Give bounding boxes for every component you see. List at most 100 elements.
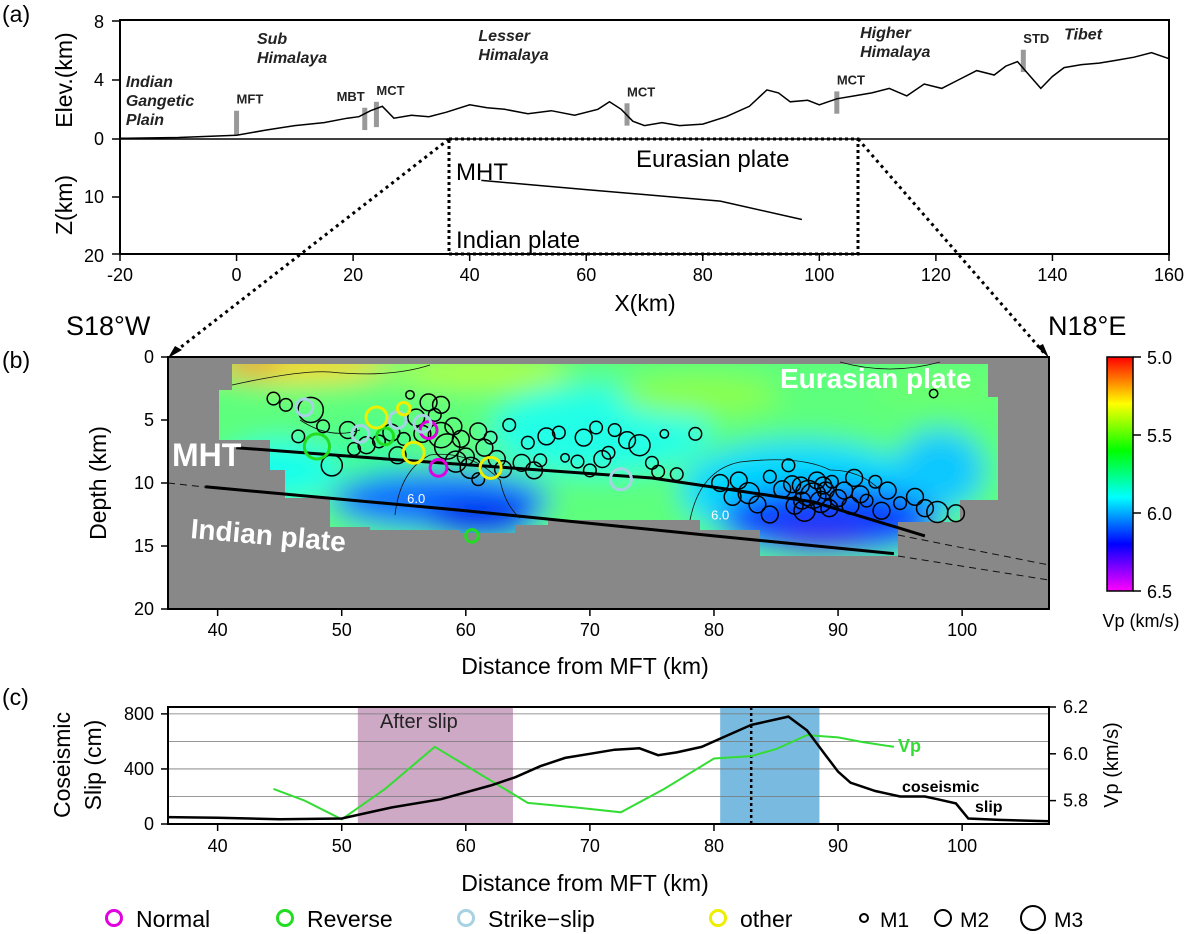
earthquake-marker <box>628 433 651 457</box>
x-axis-a: -20 0 20 40 60 80 100 120 140 160 <box>107 254 1184 285</box>
legend-other-marker <box>709 909 727 927</box>
earthquake-marker <box>451 429 470 449</box>
legend-normal-marker <box>105 909 123 927</box>
fault-label: MCT <box>627 84 655 99</box>
xtick-label-a: 160 <box>1154 265 1184 285</box>
xtick-label-a: 40 <box>460 265 480 285</box>
ytick-label-b: 15 <box>134 536 154 556</box>
colorbar-tick-label: 6.5 <box>1147 582 1172 602</box>
region-label: Higher <box>860 25 911 42</box>
focal-mechanism-marker <box>294 397 315 418</box>
fault-label: MCT <box>376 83 404 98</box>
earthquake-marker <box>582 463 597 478</box>
contour-label: 6.0 <box>407 491 425 506</box>
depth-axis-label-a: Z(km) <box>51 175 77 235</box>
colorbar-tick-label: 5.5 <box>1147 426 1172 446</box>
indian-plate-label-a: Indian plate <box>456 227 580 254</box>
mht-line <box>481 179 803 221</box>
panel-label-b: (b) <box>2 347 30 373</box>
xtick-label-c: 100 <box>947 836 977 856</box>
earthquake-marker <box>456 447 475 466</box>
earthquake-marker <box>433 433 461 460</box>
region-label: Himalaya <box>478 47 548 64</box>
y-axis-right-c: 5.8 6.0 6.2 <box>1049 697 1088 811</box>
x-axis-c: 40 50 60 70 80 90 100 <box>208 824 977 856</box>
fault-label: MCT <box>837 72 865 87</box>
depth-axis-label-b: Depth (km) <box>85 426 111 540</box>
slip-series-label-line2: slip <box>975 799 1003 816</box>
slip-axis-label-line1: Coseismic <box>49 712 75 818</box>
ytick-depth-10: 10 <box>84 187 104 207</box>
fault-marker <box>234 110 240 136</box>
region-label: Tibet <box>1064 26 1103 43</box>
xtick-label-b: 50 <box>332 620 352 640</box>
earthquake-marker <box>781 458 796 473</box>
earthquake-marker <box>878 481 897 500</box>
xtick-label-a: 60 <box>576 265 596 285</box>
earthquake-marker <box>845 468 864 488</box>
xtick-label-b: 70 <box>580 620 600 640</box>
legend-m1-label: M1 <box>880 909 909 932</box>
xtick-label-a: 0 <box>232 265 242 285</box>
panel-c: After slip Vp coseismic slip 40 50 60 70 80 9… <box>49 697 1123 896</box>
earthquake-marker <box>762 469 777 484</box>
focal-mechanism-marker <box>478 455 503 480</box>
fault-marker <box>373 101 379 128</box>
ytick-label-b: 5 <box>144 410 154 430</box>
legend-m3-label: M3 <box>1054 909 1083 932</box>
shaded-region <box>357 707 513 824</box>
ytick-elev-8: 8 <box>94 12 104 32</box>
legend-m1-marker <box>859 913 869 923</box>
earthquake-marker <box>537 427 556 446</box>
xtick-label-a: 80 <box>693 265 713 285</box>
earthquake-marker <box>688 426 703 441</box>
focal-mechanism-marker <box>395 400 412 417</box>
focal-mechanism-marker <box>375 426 396 447</box>
legend-reverse-marker <box>276 909 294 927</box>
earthquake-marker <box>405 389 415 400</box>
focal-mechanism-marker <box>412 413 433 434</box>
earthquake-marker <box>859 493 874 508</box>
earthquake-marker <box>589 420 604 435</box>
colorbar <box>1106 356 1134 592</box>
earthquake-marker <box>493 459 513 479</box>
colorbar-ticks: 5.0 5.5 6.0 6.5 <box>1133 348 1172 602</box>
xtick-label-c: 90 <box>828 836 848 856</box>
earthquake-marker <box>651 464 666 479</box>
legend-reverse-label: Reverse <box>307 906 393 932</box>
earthquake-marker <box>760 505 779 524</box>
panel-b: 6.06.0 Eurasian plate MHT Indian plate 4… <box>85 347 1180 679</box>
legend-strike-slip-marker <box>457 909 475 927</box>
focal-mechanism-marker <box>464 528 480 544</box>
earthquake-marker <box>711 473 730 493</box>
ytick-label-left-c: 400 <box>124 759 154 779</box>
focal-mechanism-marker <box>428 457 449 478</box>
fault-markers: MFT MBT MCT MCT MCT STD <box>234 31 1049 136</box>
xtick-label-b: 60 <box>456 620 476 640</box>
earthquake-marker <box>502 417 517 433</box>
earthquake-marker <box>338 420 358 440</box>
legend-other-label: other <box>740 906 793 932</box>
xtick-label-c: 60 <box>456 836 476 856</box>
earthquake-marker <box>560 452 571 463</box>
focal-mechanism-marker <box>401 440 426 465</box>
earthquake-marker <box>266 391 281 406</box>
x-axis-label-c: Distance from MFT (km) <box>461 870 708 896</box>
xtick-label-c: 40 <box>208 836 228 856</box>
ytick-elev-4: 4 <box>94 70 104 90</box>
fault-label: STD <box>1023 31 1049 46</box>
legend-m2-marker <box>934 909 952 927</box>
earthquake-marker <box>551 425 566 440</box>
earthquake-marker <box>471 472 486 487</box>
mht-label-b: MHT <box>172 437 242 473</box>
earthquake-marker <box>347 441 362 457</box>
vp-axis-label-c: Vp (km/s) <box>1101 722 1123 808</box>
arrowhead-right <box>1037 344 1049 358</box>
earthquake-marker <box>371 434 386 449</box>
earthquakes <box>266 388 966 524</box>
earthquake-marker <box>915 499 935 518</box>
earthquake-marker <box>799 482 827 509</box>
contour-label: 6.0 <box>711 508 729 523</box>
region-label: Gangetic <box>126 93 195 110</box>
